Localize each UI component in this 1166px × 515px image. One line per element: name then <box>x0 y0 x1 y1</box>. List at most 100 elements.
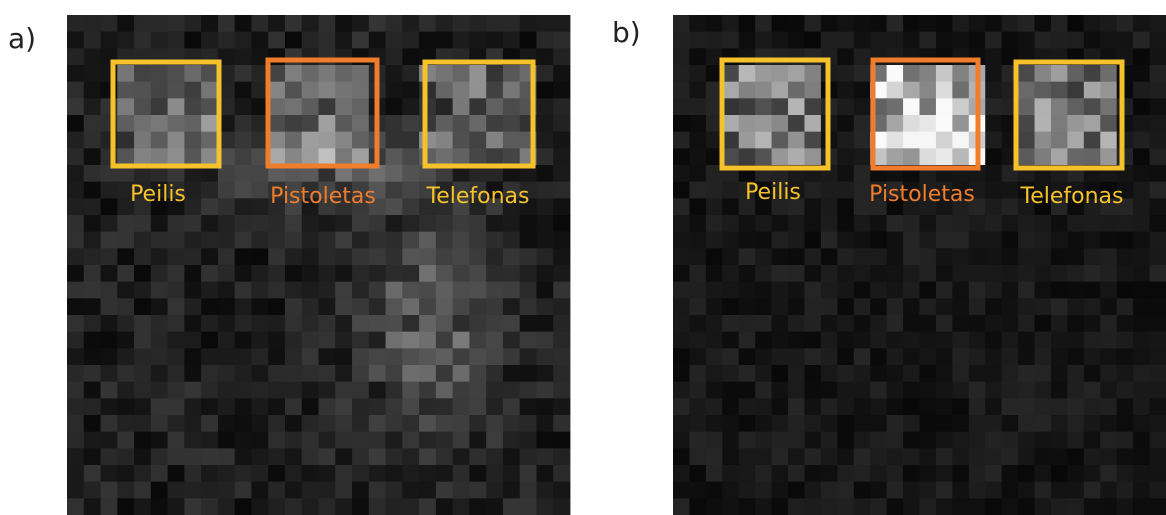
pixel <box>67 215 84 232</box>
pixel <box>673 398 690 415</box>
pixel <box>722 315 739 332</box>
pixel <box>772 348 789 365</box>
pixel <box>218 298 235 315</box>
pixel <box>739 132 756 149</box>
pixel <box>985 132 1002 149</box>
pixel <box>1117 115 1134 132</box>
pixel <box>1002 198 1019 215</box>
pixel <box>369 365 386 382</box>
pixel <box>1100 98 1117 115</box>
pixel <box>101 498 118 515</box>
pixel <box>1051 215 1068 232</box>
pixel <box>386 348 403 365</box>
pixel <box>134 215 151 232</box>
pixel <box>772 332 789 349</box>
pixel <box>536 332 553 349</box>
pixel <box>920 215 937 232</box>
pixel <box>739 465 756 482</box>
pixel <box>319 448 336 465</box>
pixel <box>402 165 419 182</box>
pixel <box>536 382 553 399</box>
pixel <box>285 315 302 332</box>
pixel <box>84 215 101 232</box>
pixel <box>1100 465 1117 482</box>
pixel <box>402 82 419 99</box>
pixel <box>755 448 772 465</box>
pixel <box>218 248 235 265</box>
pixel <box>285 415 302 432</box>
pixel <box>854 182 871 199</box>
pixel <box>821 298 838 315</box>
pixel <box>739 298 756 315</box>
pixel <box>369 498 386 515</box>
pixel <box>352 382 369 399</box>
pixel <box>1035 82 1052 99</box>
pixel <box>772 415 789 432</box>
pixel <box>235 98 252 115</box>
pixel <box>67 165 84 182</box>
pixel <box>335 298 352 315</box>
pixel <box>1117 498 1134 515</box>
pixel <box>536 265 553 282</box>
pixel <box>1018 115 1035 132</box>
pixel <box>706 348 723 365</box>
pixel <box>536 482 553 499</box>
pixel <box>706 498 723 515</box>
pixel <box>520 298 537 315</box>
pixel <box>402 432 419 449</box>
pixel <box>251 32 268 49</box>
pixel <box>235 32 252 49</box>
pixel <box>755 298 772 315</box>
pixel <box>151 498 168 515</box>
pixel <box>235 432 252 449</box>
pixel <box>503 398 520 415</box>
pixel <box>936 265 953 282</box>
pixel <box>67 182 84 199</box>
pixel <box>1018 432 1035 449</box>
pixel <box>553 482 570 499</box>
pixel <box>520 215 537 232</box>
pixel <box>101 482 118 499</box>
pixel <box>1084 265 1101 282</box>
pixel <box>386 298 403 315</box>
pixel <box>553 82 570 99</box>
pixel <box>837 248 854 265</box>
pixel <box>1117 98 1134 115</box>
pixel <box>453 415 470 432</box>
pixel <box>903 265 920 282</box>
pixel <box>706 315 723 332</box>
pixel <box>503 132 520 149</box>
pixel <box>386 382 403 399</box>
pixel <box>201 432 218 449</box>
pixel <box>319 465 336 482</box>
pixel <box>352 448 369 465</box>
pixel <box>689 165 706 182</box>
pixel <box>553 232 570 249</box>
pixel <box>804 148 821 165</box>
pixel <box>706 198 723 215</box>
pixel <box>419 365 436 382</box>
pixel <box>402 248 419 265</box>
pixel <box>1150 415 1166 432</box>
pixel <box>134 132 151 149</box>
pixel <box>903 348 920 365</box>
pixel <box>673 182 690 199</box>
pixel <box>151 248 168 265</box>
pixel <box>689 448 706 465</box>
pixel <box>151 115 168 132</box>
pixel <box>302 482 319 499</box>
pixel <box>352 248 369 265</box>
pixel <box>1018 265 1035 282</box>
pixel <box>804 498 821 515</box>
pixel <box>1100 148 1117 165</box>
pixel <box>1084 82 1101 99</box>
pixel <box>1051 298 1068 315</box>
pixel <box>969 432 986 449</box>
pixel <box>870 382 887 399</box>
pixel <box>486 498 503 515</box>
pixel <box>184 315 201 332</box>
pixel <box>1150 215 1166 232</box>
pixel <box>84 398 101 415</box>
pixel <box>335 65 352 82</box>
pixel <box>673 65 690 82</box>
